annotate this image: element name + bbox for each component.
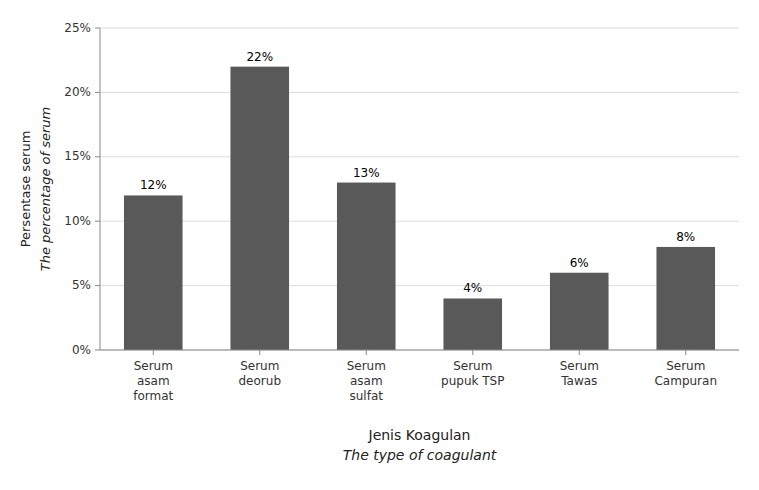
grid-line	[100, 156, 739, 157]
y-tick-label: 0%	[72, 343, 91, 357]
data-label: 12%	[140, 178, 167, 192]
bar	[337, 183, 396, 350]
grid-line	[100, 350, 739, 351]
chart-container: 0% 5% 10% 15% 20% 25% 12% 22% 13% 4% 6% 8% Serumasam…	[0, 0, 759, 490]
data-label: 6%	[570, 256, 589, 270]
bars	[124, 67, 715, 350]
grid-line	[100, 285, 739, 286]
y-tick-label: 5%	[72, 278, 91, 292]
x-tick	[259, 350, 260, 355]
x-axis-line	[100, 350, 739, 351]
x-tick	[366, 350, 367, 355]
chart: 0% 5% 10% 15% 20% 25% 12% 22% 13% 4% 6% 8% Serumasam…	[0, 0, 759, 490]
y-tick	[95, 221, 100, 222]
x-axis-label: The type of coagulant	[343, 447, 497, 463]
x-tick-label: SerumTawas	[560, 359, 599, 388]
grid-line	[100, 221, 739, 222]
data-label: 22%	[246, 50, 273, 64]
x-tick	[472, 350, 473, 355]
x-tick-label: SerumCampuran	[654, 359, 717, 388]
grid-line	[100, 28, 739, 29]
data-labels: 12% 22% 13% 4% 6% 8%	[140, 50, 695, 296]
y-tick	[95, 350, 100, 351]
y-tick-label: 25%	[64, 21, 91, 35]
y-axis-line	[100, 28, 101, 350]
data-label: 4%	[463, 281, 482, 295]
x-axis: Serumasamformat Serumdeorub Serumasamsulfa…	[133, 350, 717, 403]
y-axis-label: The percentage of serum	[38, 107, 53, 271]
x-tick	[579, 350, 580, 355]
y-tick-label: 15%	[64, 149, 91, 163]
y-tick	[95, 285, 100, 286]
x-tick-label: Serumasamformat	[133, 359, 173, 403]
bar	[230, 67, 289, 350]
x-tick	[685, 350, 686, 355]
grid-line	[100, 92, 739, 93]
y-tick	[95, 92, 100, 93]
x-tick-label: Serumdeorub	[239, 359, 282, 388]
bar	[550, 273, 609, 350]
data-label: 8%	[676, 230, 695, 244]
y-tick-label: 10%	[64, 214, 91, 228]
x-axis-label: Jenis Koagulan	[368, 427, 471, 443]
y-axis: 0% 5% 10% 15% 20% 25%	[64, 21, 100, 357]
bar	[124, 195, 183, 350]
data-label: 13%	[353, 166, 380, 180]
x-tick	[153, 350, 154, 355]
y-axis-label: Persentase serum	[18, 131, 33, 248]
y-tick	[95, 28, 100, 29]
bar	[443, 298, 502, 350]
grid	[100, 28, 739, 350]
y-tick	[95, 156, 100, 157]
x-tick-label: Serumpupuk TSP	[441, 359, 504, 388]
x-tick-label: Serumasamsulfat	[347, 359, 386, 403]
y-tick-label: 20%	[64, 85, 91, 99]
bar	[656, 247, 715, 350]
